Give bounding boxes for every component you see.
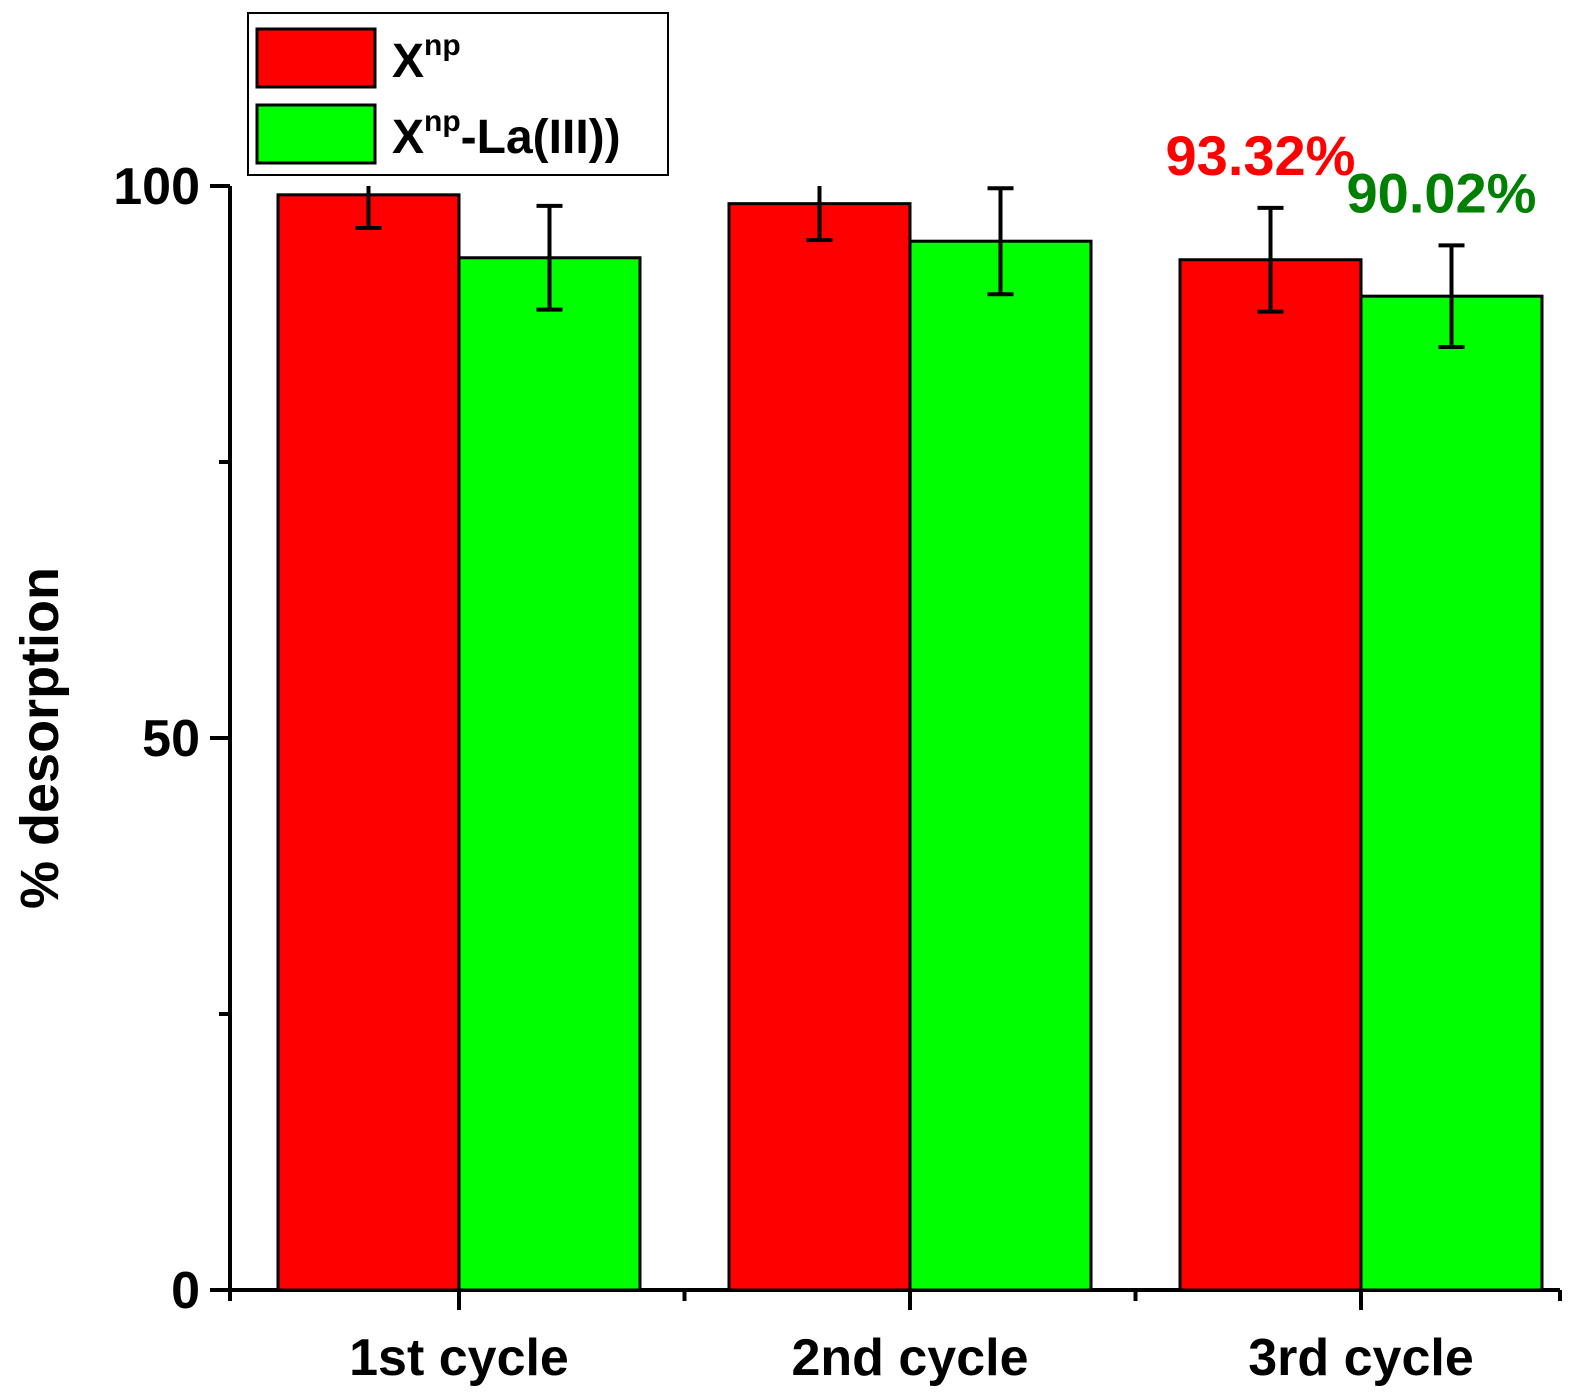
bar-xnp-la-3 bbox=[1359, 294, 1544, 1292]
y-tick-label: 0 bbox=[171, 1262, 200, 1320]
bar-xnp-la-2 bbox=[908, 239, 1093, 1292]
y-axis-title: % desorption bbox=[10, 567, 70, 909]
legend-swatch bbox=[255, 27, 377, 89]
legend-label: Xnp-La(III)) bbox=[392, 105, 621, 164]
y-tick-label: 50 bbox=[142, 710, 200, 768]
bar-xnp-3 bbox=[1178, 258, 1363, 1292]
error-bar bbox=[1257, 205, 1284, 314]
axes: 0 50 100 1st cycle 2nd cycle 3rd cycle % desor… bbox=[10, 158, 1562, 1387]
y-tick-label: 100 bbox=[113, 158, 200, 216]
error-bars bbox=[355, 186, 1465, 349]
legend-label: Xnp bbox=[392, 29, 461, 88]
x-tick-label: 1st cycle bbox=[349, 1329, 569, 1387]
bar-xnp-la-1 bbox=[457, 256, 642, 1292]
legend-swatch bbox=[255, 103, 377, 165]
legend: Xnp Xnp-La(III)) bbox=[247, 12, 669, 176]
data-label: 93.32% bbox=[1166, 124, 1356, 187]
x-tick-label: 2nd cycle bbox=[791, 1329, 1028, 1387]
error-bar bbox=[806, 186, 833, 243]
annotations: 93.32%90.02% bbox=[1166, 124, 1537, 225]
bar-xnp-1 bbox=[276, 193, 461, 1292]
error-bar bbox=[1438, 243, 1465, 349]
error-bar bbox=[355, 186, 382, 230]
error-bar bbox=[987, 186, 1014, 297]
data-label: 90.02% bbox=[1347, 161, 1537, 224]
bars bbox=[276, 193, 1544, 1292]
x-tick-label: 3rd cycle bbox=[1248, 1329, 1474, 1387]
error-bar bbox=[536, 203, 563, 312]
bar-xnp-2 bbox=[727, 202, 912, 1292]
